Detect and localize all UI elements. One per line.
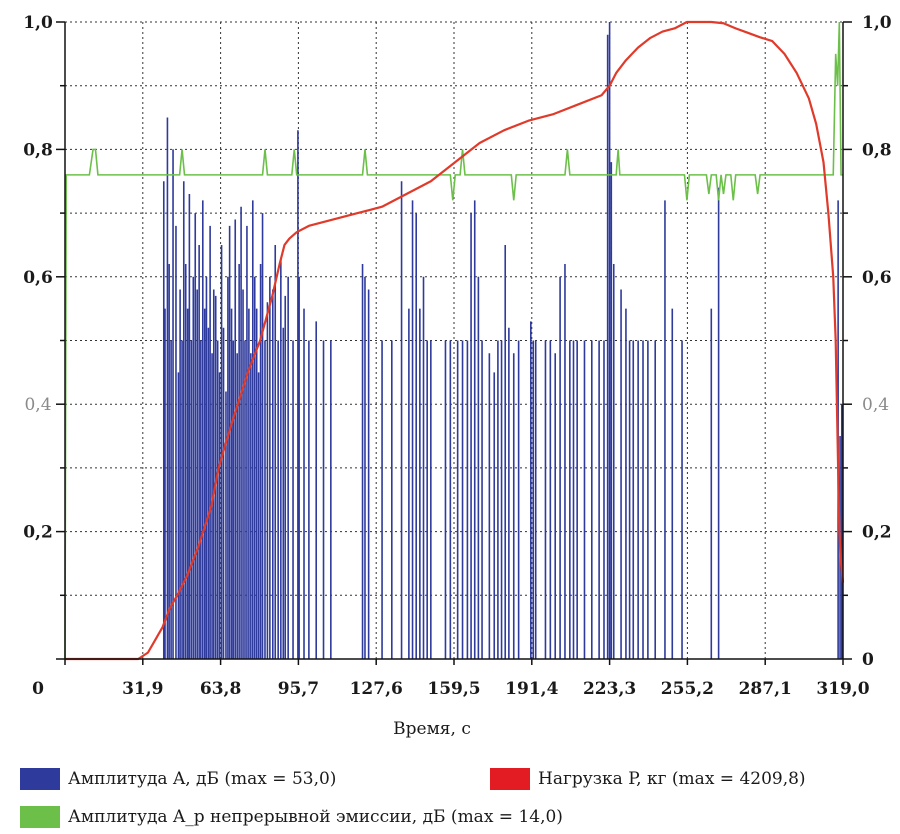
x-axis-label: Время, с [393, 719, 471, 739]
y-tick-label-left: 1,0 [23, 13, 53, 33]
y-tick-labels-right: 0 0,2 0,4 0,6 0,8 1,0 [862, 13, 892, 670]
x-tick-label: 255,2 [661, 679, 714, 699]
x-tick-label: 95,7 [278, 679, 319, 699]
y-tick-label-left: 0,2 [23, 523, 53, 543]
load-curve [65, 20, 845, 661]
x-tick-label: 63,8 [200, 679, 241, 699]
y-tick-label-right: 0,6 [862, 268, 892, 288]
y-tick-label-left: 0,8 [23, 140, 53, 160]
grid [65, 21, 844, 659]
x-tick-label: 31,9 [122, 679, 163, 699]
x-tick-label: 319,0 [816, 679, 869, 699]
x-tick-label: 159,5 [427, 679, 480, 699]
continuous-emission-series [64, 21, 843, 660]
y-tick-label-left: 0,6 [23, 268, 53, 288]
x-tick-labels: 0 31,9 63,8 95,7 127,6 159,5 191,4 223,3 255,2 28… [32, 679, 870, 699]
y-tick-label-right: 0,2 [862, 523, 892, 543]
y-tick-labels-left: 0,2 0,4 0,6 0,8 1,0 [23, 13, 53, 543]
y-tick-label-left: 0,4 [24, 395, 51, 415]
x-tick-label: 0 [32, 679, 44, 699]
x-tick-label: 191,4 [505, 679, 558, 699]
y-tick-label-right: 0,4 [862, 395, 889, 415]
x-tick-label: 127,6 [350, 679, 403, 699]
y-tick-label-right: 0 [862, 650, 874, 670]
y-tick-label-right: 0,8 [862, 140, 892, 160]
continuous-emission-line [64, 21, 843, 660]
axes [56, 21, 852, 665]
y-tick-label-right: 1,0 [862, 13, 892, 33]
x-tick-label: 287,1 [739, 679, 792, 699]
load-series [65, 20, 845, 661]
x-tick-label: 223,3 [583, 679, 636, 699]
